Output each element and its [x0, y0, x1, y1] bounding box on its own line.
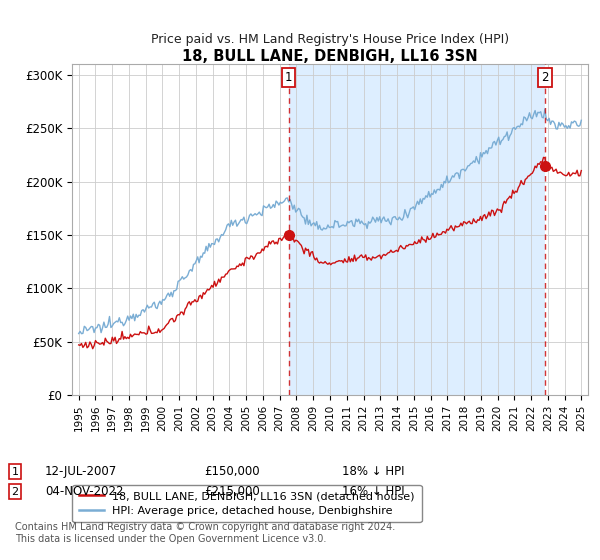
Title: 18, BULL LANE, DENBIGH, LL16 3SN: 18, BULL LANE, DENBIGH, LL16 3SN: [182, 49, 478, 64]
Text: 04-NOV-2022: 04-NOV-2022: [45, 485, 124, 498]
Text: £150,000: £150,000: [204, 465, 260, 478]
Text: £215,000: £215,000: [204, 485, 260, 498]
Text: 12-JUL-2007: 12-JUL-2007: [45, 465, 117, 478]
Text: 2: 2: [541, 71, 549, 83]
Text: 18% ↓ HPI: 18% ↓ HPI: [342, 465, 404, 478]
Text: Contains HM Land Registry data © Crown copyright and database right 2024.
This d: Contains HM Land Registry data © Crown c…: [15, 522, 395, 544]
Text: 1: 1: [11, 466, 19, 477]
Text: 1: 1: [285, 71, 293, 83]
Text: Price paid vs. HM Land Registry's House Price Index (HPI): Price paid vs. HM Land Registry's House …: [151, 33, 509, 46]
Bar: [289, 64, 545, 395]
Text: 16% ↓ HPI: 16% ↓ HPI: [342, 485, 404, 498]
Legend: 18, BULL LANE, DENBIGH, LL16 3SN (detached house), HPI: Average price, detached : 18, BULL LANE, DENBIGH, LL16 3SN (detach…: [73, 484, 422, 522]
Text: 2: 2: [11, 487, 19, 497]
